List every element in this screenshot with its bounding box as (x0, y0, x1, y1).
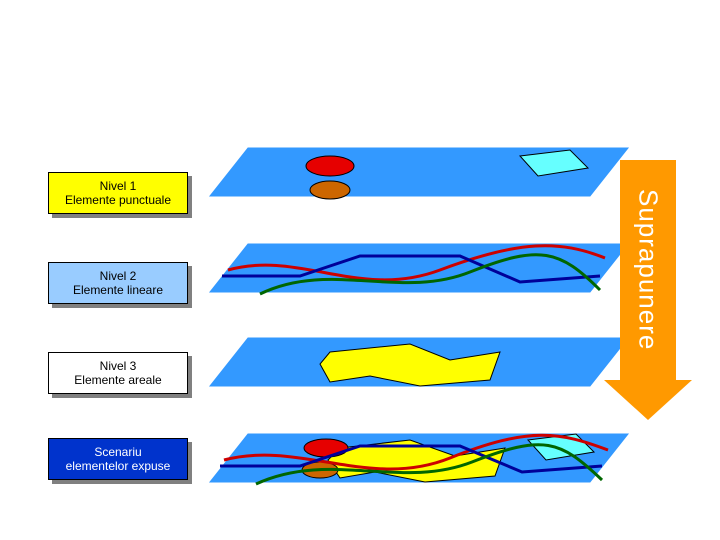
lvl1-line1: Nivel 1 (53, 179, 183, 193)
overlay-arrow-text: Suprapunere (633, 189, 664, 350)
scen-label: Scenariuelementelor expuse (48, 438, 188, 480)
lvl2-line2: Elemente lineare (53, 283, 183, 297)
lvl1-line2: Elemente punctuale (53, 193, 183, 207)
scen-line2: elementelor expuse (53, 459, 183, 473)
lvl3-line2: Elemente areale (53, 373, 183, 387)
lvl1-label: Nivel 1Elemente punctuale (48, 172, 188, 214)
lvl2-line1: Nivel 2 (53, 269, 183, 283)
lvl3-line1: Nivel 3 (53, 359, 183, 373)
overlay-arrow-head (604, 380, 692, 420)
lvl2-label: Nivel 2Elemente lineare (48, 262, 188, 304)
scen-line1: Scenariu (53, 445, 183, 459)
lvl3-label: Nivel 3Elemente areale (48, 352, 188, 394)
overlay-arrow-body: Suprapunere (620, 160, 676, 380)
diagram-stage: Nivel 1Elemente punctualeNivel 2Elemente… (0, 0, 720, 540)
